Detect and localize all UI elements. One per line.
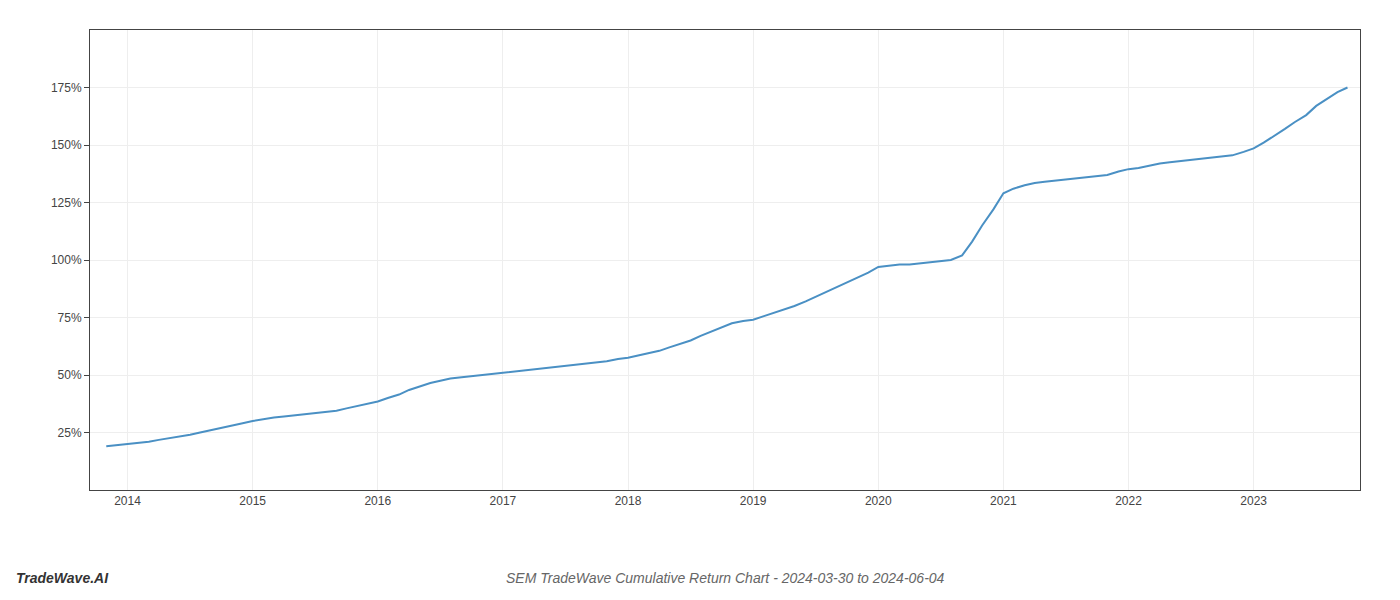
svg-text:2015: 2015 xyxy=(239,494,266,508)
svg-text:50%: 50% xyxy=(58,368,82,382)
svg-text:2022: 2022 xyxy=(1115,494,1142,508)
svg-text:TradeWave.AI: TradeWave.AI xyxy=(16,570,109,586)
svg-text:2017: 2017 xyxy=(490,494,517,508)
svg-text:2020: 2020 xyxy=(865,494,892,508)
svg-text:100%: 100% xyxy=(51,253,82,267)
svg-text:2018: 2018 xyxy=(615,494,642,508)
svg-text:2021: 2021 xyxy=(990,494,1017,508)
svg-text:2019: 2019 xyxy=(740,494,767,508)
svg-text:150%: 150% xyxy=(51,138,82,152)
svg-text:2014: 2014 xyxy=(114,494,141,508)
svg-text:2016: 2016 xyxy=(364,494,391,508)
svg-text:2023: 2023 xyxy=(1240,494,1267,508)
svg-text:125%: 125% xyxy=(51,196,82,210)
svg-text:175%: 175% xyxy=(51,81,82,95)
svg-text:SEM TradeWave Cumulative Retur: SEM TradeWave Cumulative Return Chart - … xyxy=(506,570,945,586)
svg-text:75%: 75% xyxy=(58,311,82,325)
svg-text:25%: 25% xyxy=(58,426,82,440)
